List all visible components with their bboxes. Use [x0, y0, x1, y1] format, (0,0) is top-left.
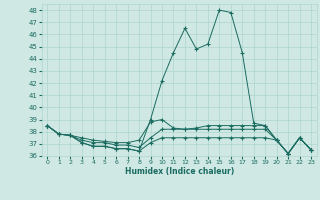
X-axis label: Humidex (Indice chaleur): Humidex (Indice chaleur) — [124, 167, 234, 176]
